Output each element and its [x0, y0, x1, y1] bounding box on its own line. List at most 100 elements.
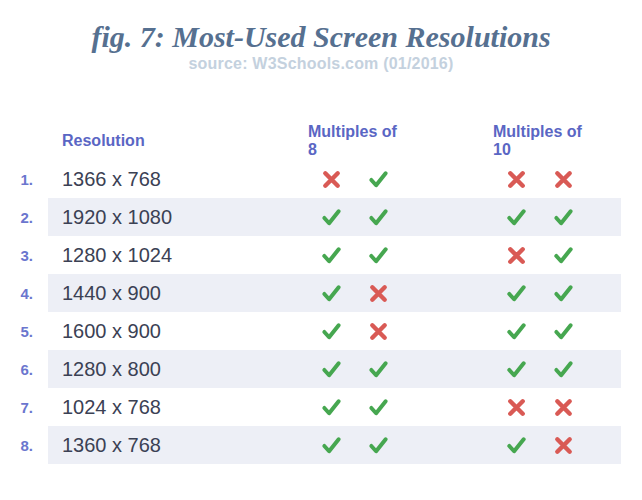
- row-rank: 4.: [0, 274, 48, 312]
- multiples-of-10-width-cell: [493, 426, 540, 464]
- multiples-of-8-width-cell: [308, 350, 355, 388]
- multiples-of-10-height-cell: [540, 160, 587, 198]
- multiples-of-8-width-cell: [308, 388, 355, 426]
- resolutions-table: Resolution Multiples of 8 Multiples of 1…: [0, 122, 621, 464]
- multiples-of-10-width-cell: [493, 350, 540, 388]
- row-right-pad: [587, 198, 621, 236]
- multiples-of-8-height-cell: [355, 198, 402, 236]
- cross-icon: [506, 245, 527, 266]
- row-rank: 7.: [0, 388, 48, 426]
- table-header-row: Resolution Multiples of 8 Multiples of 1…: [0, 122, 621, 160]
- row-rank: 3.: [0, 236, 48, 274]
- check-icon: [553, 245, 574, 266]
- row-right-pad: [587, 350, 621, 388]
- check-icon: [506, 359, 527, 380]
- multiples-of-10-width-cell: [493, 160, 540, 198]
- multiples-of-10-width-cell: [493, 388, 540, 426]
- resolution-cell: 1280 x 1024: [48, 236, 308, 274]
- check-icon: [553, 207, 574, 228]
- check-icon: [368, 245, 389, 266]
- row-right-pad: [587, 274, 621, 312]
- cross-icon: [506, 169, 527, 190]
- check-icon: [506, 207, 527, 228]
- multiples-of-8-width-cell: [308, 160, 355, 198]
- row-right-pad: [587, 426, 621, 464]
- check-icon: [321, 321, 342, 342]
- column-header-multiples-of-8: Multiples of 8: [308, 122, 402, 160]
- table-row: 5. 1600 x 900: [0, 312, 621, 350]
- multiples-of-8-width-cell: [308, 274, 355, 312]
- multiples-of-8-height-cell: [355, 274, 402, 312]
- column-gap: [402, 160, 493, 198]
- multiples-of-10-height-cell: [540, 426, 587, 464]
- row-rank: 1.: [0, 160, 48, 198]
- check-icon: [553, 283, 574, 304]
- table-row: 7. 1024 x 768: [0, 388, 621, 426]
- row-right-pad: [587, 312, 621, 350]
- check-icon: [368, 359, 389, 380]
- multiples-of-10-width-cell: [493, 274, 540, 312]
- resolution-cell: 1600 x 900: [48, 312, 308, 350]
- cross-icon: [368, 321, 389, 342]
- multiples-of-10-height-cell: [540, 236, 587, 274]
- table-row: 3. 1280 x 1024: [0, 236, 621, 274]
- check-icon: [321, 207, 342, 228]
- resolution-cell: 1440 x 900: [48, 274, 308, 312]
- row-right-pad: [587, 236, 621, 274]
- multiples-of-8-height-cell: [355, 388, 402, 426]
- column-gap: [402, 350, 493, 388]
- column-gap: [402, 236, 493, 274]
- cross-icon: [553, 169, 574, 190]
- page-title: fig. 7: Most-Used Screen Resolutions: [0, 20, 642, 54]
- check-icon: [553, 321, 574, 342]
- check-icon: [368, 169, 389, 190]
- column-gap: [402, 312, 493, 350]
- table-body: 1. 1366 x 768 2. 1920 x 1080 3. 1280 x 1…: [0, 160, 621, 464]
- figure-page: fig. 7: Most-Used Screen Resolutions sou…: [0, 0, 642, 500]
- table-row: 8. 1360 x 768: [0, 426, 621, 464]
- check-icon: [368, 435, 389, 456]
- row-rank: 6.: [0, 350, 48, 388]
- table-row: 2. 1920 x 1080: [0, 198, 621, 236]
- column-gap: [402, 426, 493, 464]
- resolution-cell: 1024 x 768: [48, 388, 308, 426]
- multiples-of-8-height-cell: [355, 160, 402, 198]
- check-icon: [321, 283, 342, 304]
- multiples-of-10-height-cell: [540, 274, 587, 312]
- cross-icon: [368, 283, 389, 304]
- row-rank: 8.: [0, 426, 48, 464]
- check-icon: [506, 435, 527, 456]
- column-gap: [402, 198, 493, 236]
- multiples-of-10-width-cell: [493, 236, 540, 274]
- multiples-of-10-height-cell: [540, 198, 587, 236]
- multiples-of-8-width-cell: [308, 198, 355, 236]
- check-icon: [321, 245, 342, 266]
- multiples-of-10-height-cell: [540, 388, 587, 426]
- multiples-of-10-width-cell: [493, 198, 540, 236]
- multiples-of-8-width-cell: [308, 426, 355, 464]
- rank-column-header: [0, 122, 48, 160]
- column-header-resolution: Resolution: [48, 122, 308, 160]
- multiples-of-10-width-cell: [493, 312, 540, 350]
- resolution-cell: 1366 x 768: [48, 160, 308, 198]
- page-subtitle: source: W3Schools.com (01/2016): [0, 54, 642, 74]
- multiples-of-8-height-cell: [355, 236, 402, 274]
- column-gap: [402, 388, 493, 426]
- multiples-of-8-width-cell: [308, 312, 355, 350]
- cross-icon: [506, 397, 527, 418]
- resolution-cell: 1360 x 768: [48, 426, 308, 464]
- check-icon: [368, 207, 389, 228]
- column-header-multiples-of-10: Multiples of 10: [493, 122, 587, 160]
- multiples-of-10-height-cell: [540, 350, 587, 388]
- check-icon: [506, 321, 527, 342]
- column-gap: [402, 274, 493, 312]
- check-icon: [321, 435, 342, 456]
- cross-icon: [553, 397, 574, 418]
- multiples-of-8-height-cell: [355, 350, 402, 388]
- row-rank: 2.: [0, 198, 48, 236]
- multiples-of-8-width-cell: [308, 236, 355, 274]
- multiples-of-10-height-cell: [540, 312, 587, 350]
- row-right-pad: [587, 388, 621, 426]
- row-right-pad: [587, 160, 621, 198]
- cross-icon: [321, 169, 342, 190]
